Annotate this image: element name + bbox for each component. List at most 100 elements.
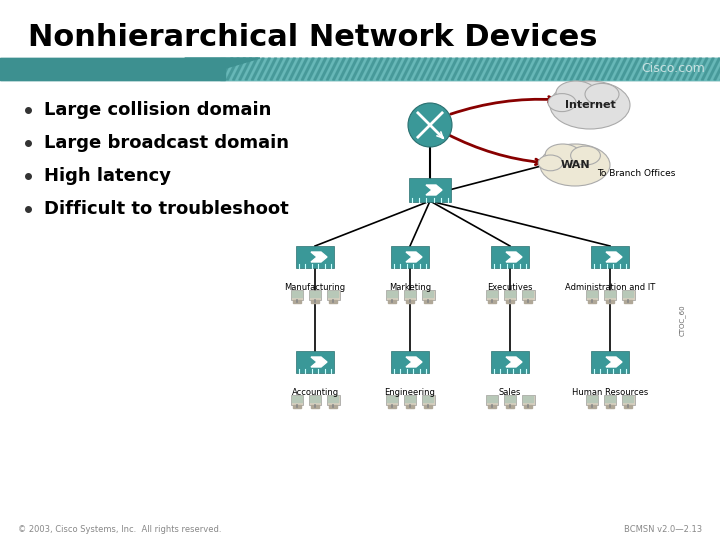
Text: Large collision domain: Large collision domain [44, 101, 271, 119]
Polygon shape [457, 58, 470, 80]
Bar [504, 395, 516, 405]
Bar [327, 290, 340, 300]
Polygon shape [506, 357, 522, 367]
Polygon shape [652, 58, 665, 80]
Polygon shape [639, 58, 652, 80]
Bar [587, 396, 597, 402]
Bar [406, 405, 414, 408]
Bar [585, 290, 598, 300]
Polygon shape [438, 58, 451, 80]
Bar [505, 291, 515, 297]
Polygon shape [606, 357, 622, 367]
Polygon shape [495, 58, 508, 80]
Polygon shape [414, 58, 427, 80]
Polygon shape [406, 252, 422, 262]
Ellipse shape [548, 93, 576, 112]
Polygon shape [695, 58, 708, 80]
Bar [292, 300, 301, 303]
Polygon shape [382, 58, 395, 80]
Bar [290, 395, 303, 405]
Ellipse shape [539, 155, 563, 171]
Bar [424, 405, 433, 408]
Bar [405, 396, 415, 402]
Bar [422, 395, 434, 405]
Polygon shape [570, 58, 583, 80]
Bar [505, 405, 514, 408]
Polygon shape [582, 58, 595, 80]
Bar [329, 300, 338, 303]
Polygon shape [395, 58, 408, 80]
Polygon shape [676, 58, 689, 80]
Polygon shape [620, 58, 633, 80]
Polygon shape [482, 58, 495, 80]
Bar [327, 395, 340, 405]
Polygon shape [251, 58, 264, 80]
Polygon shape [645, 58, 658, 80]
Polygon shape [451, 58, 464, 80]
Polygon shape [289, 58, 302, 80]
Polygon shape [220, 58, 233, 80]
Polygon shape [514, 58, 527, 80]
Text: CTOC_60: CTOC_60 [679, 304, 685, 336]
Polygon shape [408, 58, 420, 80]
Polygon shape [552, 58, 564, 80]
Polygon shape [533, 58, 546, 80]
Polygon shape [508, 58, 521, 80]
Bar [409, 178, 451, 202]
Ellipse shape [540, 144, 610, 186]
Ellipse shape [571, 146, 600, 165]
Polygon shape [433, 58, 446, 80]
Polygon shape [601, 58, 614, 80]
Polygon shape [520, 58, 533, 80]
Bar [422, 290, 434, 300]
Bar [487, 291, 497, 297]
Text: Cisco.com: Cisco.com [641, 63, 705, 76]
Bar [605, 291, 615, 297]
Bar [624, 291, 633, 297]
Bar [328, 291, 338, 297]
Bar [391, 351, 429, 373]
Polygon shape [545, 58, 558, 80]
Polygon shape [389, 58, 402, 80]
Bar [424, 300, 433, 303]
Bar [585, 395, 598, 405]
Polygon shape [501, 58, 514, 80]
Polygon shape [326, 58, 339, 80]
Bar [311, 300, 319, 303]
Text: Executives: Executives [487, 283, 533, 292]
Bar [487, 405, 496, 408]
Bar [487, 396, 497, 402]
Polygon shape [406, 357, 422, 367]
Bar [505, 396, 515, 402]
Polygon shape [445, 58, 458, 80]
Polygon shape [613, 58, 626, 80]
Polygon shape [185, 58, 260, 80]
Bar [423, 396, 433, 402]
Polygon shape [258, 58, 271, 80]
Bar [485, 290, 498, 300]
Bar [622, 290, 634, 300]
Bar [387, 291, 397, 297]
Polygon shape [276, 58, 289, 80]
Polygon shape [564, 58, 577, 80]
Text: Accounting: Accounting [292, 388, 338, 397]
Bar [587, 291, 597, 297]
Text: Internet: Internet [564, 100, 616, 110]
Bar [505, 300, 514, 303]
Bar [404, 290, 416, 300]
Polygon shape [470, 58, 483, 80]
Polygon shape [626, 58, 639, 80]
Polygon shape [239, 58, 252, 80]
Ellipse shape [585, 83, 619, 105]
Bar [624, 300, 632, 303]
Polygon shape [664, 58, 677, 80]
Polygon shape [401, 58, 414, 80]
Bar [624, 396, 633, 402]
Polygon shape [426, 185, 442, 195]
Polygon shape [311, 252, 327, 262]
Text: Administration and IT: Administration and IT [565, 283, 655, 292]
Polygon shape [657, 58, 670, 80]
Text: WAN: WAN [560, 160, 590, 170]
Bar [591, 351, 629, 373]
Bar [591, 246, 629, 268]
